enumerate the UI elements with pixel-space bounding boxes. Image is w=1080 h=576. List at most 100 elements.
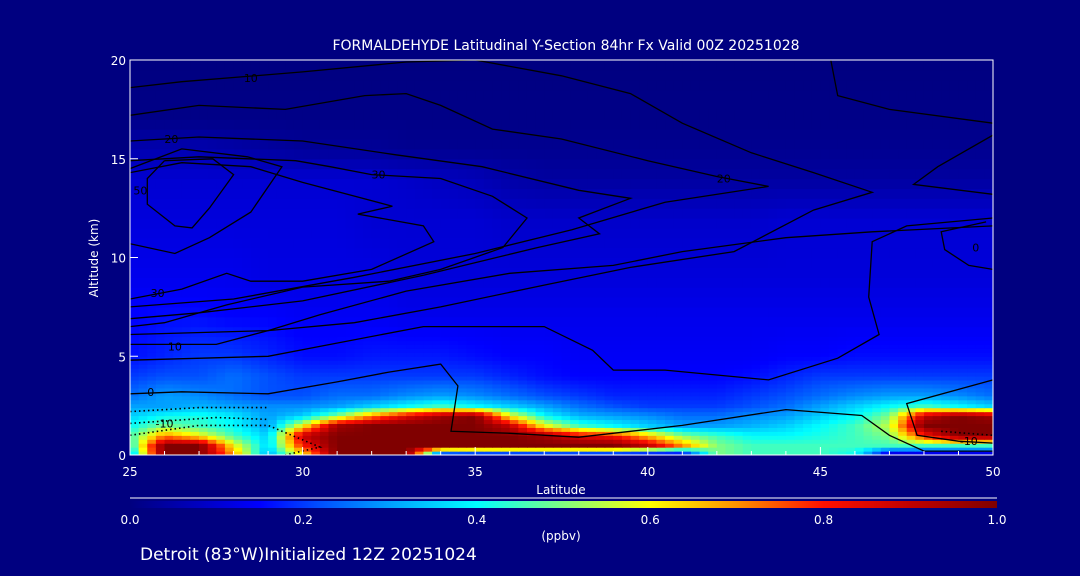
heat-cell bbox=[690, 340, 701, 345]
heat-cell bbox=[578, 227, 588, 239]
heat-cell bbox=[639, 372, 649, 377]
heat-cell bbox=[759, 257, 770, 268]
heat-cell bbox=[345, 431, 355, 436]
heat-cell bbox=[285, 316, 295, 328]
heat-cell bbox=[268, 344, 278, 349]
heat-cell bbox=[475, 379, 485, 385]
heat-cell bbox=[501, 376, 511, 381]
heat-cell bbox=[509, 399, 519, 405]
heat-cell bbox=[293, 237, 304, 249]
heat-cell bbox=[768, 198, 778, 209]
heat-cell bbox=[388, 368, 399, 373]
heat-cell bbox=[518, 257, 528, 268]
heat-cell bbox=[311, 419, 321, 424]
heat-cell bbox=[759, 352, 770, 357]
heat-cell bbox=[388, 208, 399, 219]
heat-cell bbox=[544, 399, 554, 405]
heat-cell bbox=[596, 395, 606, 401]
heat-cell bbox=[250, 306, 261, 318]
heat-cell bbox=[423, 407, 433, 413]
heat-cell bbox=[130, 178, 140, 189]
heat-cell bbox=[224, 391, 235, 397]
heat-cell bbox=[190, 287, 200, 298]
heat-cell bbox=[708, 340, 718, 345]
heat-cell bbox=[501, 427, 511, 432]
heat-cell bbox=[544, 423, 554, 428]
heat-cell bbox=[155, 439, 166, 444]
heat-cell bbox=[130, 148, 140, 160]
heat-cell bbox=[665, 237, 675, 249]
heat-cell bbox=[328, 439, 338, 444]
heat-cell bbox=[475, 148, 485, 160]
heat-cell bbox=[449, 257, 459, 268]
heat-cell bbox=[388, 352, 399, 357]
heat-cell bbox=[889, 439, 899, 444]
heat-cell bbox=[259, 407, 269, 413]
heat-cell bbox=[147, 372, 157, 377]
heat-cell bbox=[820, 391, 830, 397]
heat-cell bbox=[363, 451, 373, 455]
heat-cell bbox=[319, 188, 330, 199]
heat-cell bbox=[319, 148, 330, 160]
heat-cell bbox=[967, 364, 977, 369]
heat-cell bbox=[846, 443, 856, 448]
heat-cell bbox=[535, 306, 545, 318]
heat-cell bbox=[250, 227, 261, 239]
heat-cell bbox=[863, 368, 873, 373]
heat-cell bbox=[302, 431, 312, 436]
heat-cell bbox=[509, 198, 519, 209]
heat-cell bbox=[742, 439, 752, 444]
heat-cell bbox=[302, 415, 312, 421]
heat-cell bbox=[138, 383, 148, 389]
heat-cell bbox=[371, 218, 381, 229]
heat-cell bbox=[647, 158, 658, 170]
heat-cell bbox=[535, 267, 545, 278]
heat-cell bbox=[552, 403, 563, 409]
heat-cell bbox=[941, 376, 951, 381]
heat-cell bbox=[898, 158, 908, 170]
heat-cell bbox=[130, 316, 140, 328]
heat-cell bbox=[492, 237, 502, 249]
heat-cell bbox=[777, 415, 787, 421]
heat-cell bbox=[682, 198, 692, 209]
heat-cell bbox=[483, 267, 494, 278]
heat-cell bbox=[716, 419, 727, 424]
heat-cell bbox=[906, 208, 916, 219]
heat-cell bbox=[949, 277, 960, 288]
heat-cell bbox=[803, 439, 813, 444]
heat-cell bbox=[725, 411, 735, 417]
heat-cell bbox=[354, 399, 364, 405]
heat-cell bbox=[725, 383, 735, 389]
heat-cell bbox=[224, 383, 235, 389]
heat-cell bbox=[147, 356, 157, 361]
heat-cell bbox=[656, 352, 666, 357]
heat-cell bbox=[785, 372, 796, 377]
heat-cell bbox=[898, 419, 908, 424]
heat-cell bbox=[293, 387, 304, 393]
heat-cell bbox=[449, 326, 459, 338]
heat-cell bbox=[526, 267, 537, 278]
heat-cell bbox=[682, 364, 692, 369]
heat-cell bbox=[665, 395, 675, 401]
heat-cell bbox=[621, 316, 632, 328]
heat-cell bbox=[803, 237, 813, 249]
heat-cell bbox=[777, 411, 787, 417]
heat-cell bbox=[716, 368, 727, 373]
heat-cell bbox=[682, 267, 692, 278]
heat-cell bbox=[803, 287, 813, 298]
heat-cell bbox=[535, 336, 545, 342]
heat-cell bbox=[915, 267, 925, 278]
heat-cell bbox=[319, 447, 330, 452]
heat-cell bbox=[155, 247, 166, 259]
heat-cell bbox=[155, 368, 166, 373]
heat-cell bbox=[734, 148, 744, 160]
heat-cell bbox=[941, 403, 951, 409]
heat-cell bbox=[647, 447, 658, 452]
heat-cell bbox=[975, 336, 985, 342]
heat-cell bbox=[759, 297, 770, 308]
heat-cell bbox=[293, 356, 304, 361]
heat-cell bbox=[319, 415, 330, 421]
heat-cell bbox=[432, 407, 442, 413]
heat-cell bbox=[647, 297, 658, 308]
heat-cell bbox=[492, 439, 502, 444]
